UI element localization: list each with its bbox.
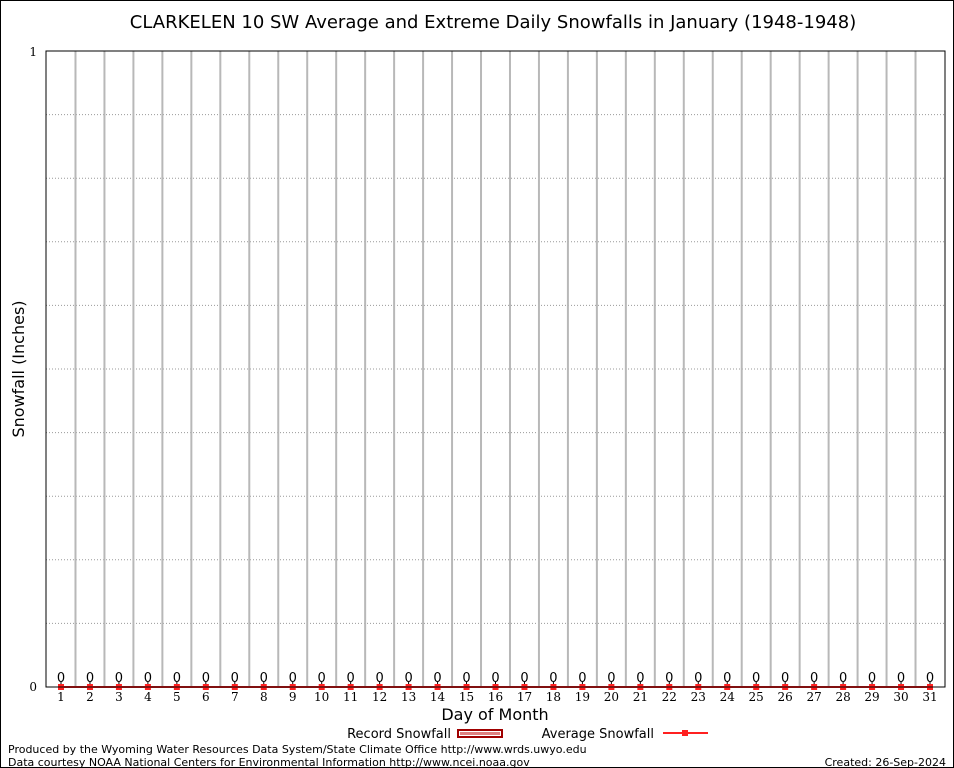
x-tick-label: 6 [202, 690, 210, 704]
legend-label-average: Average Snowfall [542, 727, 654, 742]
x-tick-label: 26 [778, 690, 793, 704]
x-tick-label: 5 [173, 690, 181, 704]
data-label: 0 [810, 671, 818, 686]
x-tick-label: 25 [749, 690, 764, 704]
data-label: 0 [231, 671, 239, 686]
x-tick-label: 11 [343, 690, 358, 704]
data-label: 0 [144, 671, 152, 686]
data-label: 0 [433, 671, 441, 686]
data-label: 0 [520, 671, 528, 686]
y-axis-label: Snowfall (Inches) [9, 300, 28, 437]
x-tick-label: 8 [260, 690, 268, 704]
data-label: 0 [926, 671, 934, 686]
legend-swatch-record-fill [460, 732, 500, 735]
data-label: 0 [636, 671, 644, 686]
data-label: 0 [549, 671, 557, 686]
x-tick-label: 22 [662, 690, 677, 704]
x-tick-label: 3 [115, 690, 123, 704]
y-tick-label: 0 [29, 680, 37, 694]
data-label: 0 [868, 671, 876, 686]
data-label: 0 [115, 671, 123, 686]
data-label: 0 [694, 671, 702, 686]
data-label: 0 [839, 671, 847, 686]
x-tick-label: 7 [231, 690, 239, 704]
data-label: 0 [347, 671, 355, 686]
data-label: 0 [404, 671, 412, 686]
plot-frame [45, 50, 946, 688]
data-label: 0 [723, 671, 731, 686]
data-label: 0 [491, 671, 499, 686]
data-label: 0 [202, 671, 210, 686]
chart-title: CLARKELEN 10 SW Average and Extreme Dail… [130, 12, 856, 33]
data-label: 0 [173, 671, 181, 686]
x-tick-label: 30 [893, 690, 908, 704]
data-label: 0 [578, 671, 586, 686]
data-label: 0 [260, 671, 268, 686]
x-tick-label: 4 [144, 690, 152, 704]
footer-created: Created: 26-Sep-2024 [825, 756, 946, 768]
x-tick-label: 2 [86, 690, 94, 704]
data-label: 0 [665, 671, 673, 686]
data-label: 0 [462, 671, 470, 686]
legend-marker-average [682, 730, 688, 736]
data-label: 0 [781, 671, 789, 686]
x-tick-label: 18 [546, 690, 561, 704]
footer-produced-by: Produced by the Wyoming Water Resources … [8, 743, 587, 756]
x-tick-label: 1 [57, 690, 65, 704]
x-tick-label: 27 [806, 690, 821, 704]
data-label: 0 [289, 671, 297, 686]
x-tick-label: 23 [691, 690, 706, 704]
x-tick-label: 21 [633, 690, 648, 704]
x-tick-label: 10 [314, 690, 329, 704]
data-label: 0 [318, 671, 326, 686]
x-tick-label: 9 [289, 690, 297, 704]
x-tick-label: 31 [922, 690, 937, 704]
legend: Record Snowfall Average Snowfall [347, 727, 708, 742]
x-tick-label: 24 [720, 690, 736, 704]
data-label: 0 [607, 671, 615, 686]
x-tick-label: 15 [459, 690, 474, 704]
data-label: 0 [375, 671, 383, 686]
data-label: 0 [897, 671, 905, 686]
y-tick-label: 1 [29, 45, 37, 59]
legend-label-record: Record Snowfall [347, 727, 451, 742]
data-label: 0 [57, 671, 65, 686]
x-tick-label: 16 [488, 690, 503, 704]
x-tick-label: 19 [575, 690, 590, 704]
data-label: 0 [86, 671, 94, 686]
x-tick-label: 12 [372, 690, 387, 704]
footer-data-courtesy: Data courtesy NOAA National Centers for … [8, 756, 530, 768]
x-axis-label: Day of Month [441, 705, 548, 724]
x-tick-label: 20 [604, 690, 619, 704]
x-tick-label: 17 [517, 690, 532, 704]
data-label: 0 [752, 671, 760, 686]
x-tick-label: 13 [401, 690, 416, 704]
x-tick-label: 29 [864, 690, 879, 704]
x-tick-label: 28 [835, 690, 850, 704]
x-tick-label: 14 [430, 690, 446, 704]
